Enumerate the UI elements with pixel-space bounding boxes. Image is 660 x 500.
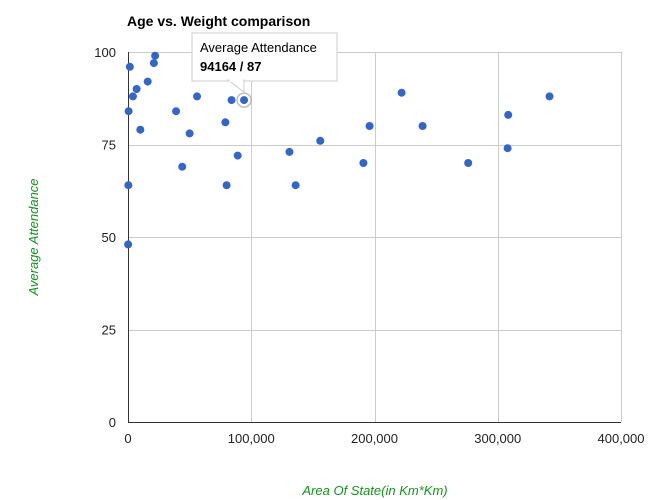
data-point (365, 122, 374, 130)
data-point (128, 92, 137, 101)
data-point (149, 59, 158, 68)
data-points (124, 51, 554, 249)
tooltip: Average Attendance 94164 / 87 (191, 32, 338, 93)
data-point (193, 92, 202, 101)
data-point (545, 92, 554, 101)
tooltip-value: 94164 / 87 (200, 59, 261, 74)
data-point (136, 125, 145, 134)
data-point (185, 129, 194, 138)
data-point (143, 77, 152, 86)
data-point (125, 62, 134, 71)
data-point (178, 162, 187, 171)
tooltip-label: Average Attendance (200, 40, 317, 55)
x-tick-label: 300,000 (474, 431, 521, 446)
y-tick-label: 50 (102, 230, 116, 245)
data-point (124, 181, 133, 190)
data-point (291, 181, 300, 190)
data-point (503, 144, 512, 153)
data-point (132, 85, 141, 93)
x-tick-label: 0 (124, 431, 131, 446)
data-point (222, 181, 231, 190)
x-axis-title: Area Of State(in Km*Km) (301, 483, 447, 498)
data-point (124, 107, 133, 116)
data-point (359, 159, 368, 167)
data-point (285, 147, 294, 156)
x-tick-label: 100,000 (228, 431, 275, 446)
y-tick-label: 25 (102, 323, 116, 338)
data-point (504, 110, 513, 119)
data-point (221, 118, 230, 127)
data-point (418, 122, 427, 130)
data-point (464, 159, 473, 167)
gridlines (128, 52, 622, 422)
tooltip-box (191, 32, 338, 82)
tick-labels: 0 25 50 75 100 0 100,000 200,000 300,000 400,000 (94, 45, 644, 446)
y-tick-label: 100 (94, 45, 116, 60)
data-point (227, 96, 236, 105)
y-axis-title: Average Attendance (26, 178, 41, 296)
data-point (124, 240, 133, 249)
y-tick-label: 75 (102, 138, 116, 153)
chart-title: Age vs. Weight comparison (127, 13, 310, 29)
data-point (316, 136, 325, 145)
data-point (172, 107, 181, 116)
x-tick-label: 200,000 (351, 431, 398, 446)
tooltip-pointer (226, 79, 245, 93)
data-point-highlighted (240, 96, 249, 105)
highlight-ring (236, 92, 252, 108)
x-tick-label: 400,000 (598, 431, 645, 446)
data-point (151, 51, 160, 60)
y-tick-label: 0 (109, 415, 116, 430)
data-point (233, 151, 242, 160)
data-point (397, 88, 406, 97)
